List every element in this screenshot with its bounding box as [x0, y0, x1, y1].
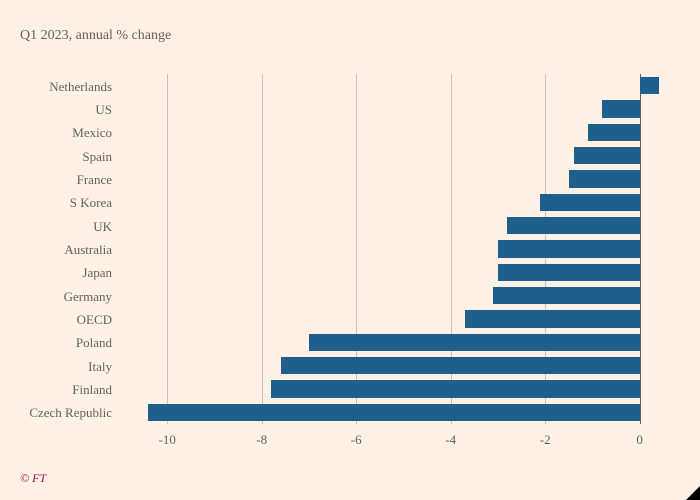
bar-row: [120, 357, 668, 375]
bar-row: [120, 240, 668, 258]
y-axis-label: US: [2, 103, 112, 116]
y-axis-label: S Korea: [2, 196, 112, 209]
bar-row: [120, 124, 668, 142]
y-axis-label: Spain: [2, 150, 112, 163]
y-axis-label: Poland: [2, 336, 112, 349]
y-axis-label: Finland: [2, 383, 112, 396]
bar: [281, 357, 640, 375]
bar-row: [120, 170, 668, 188]
bar-row: [120, 100, 668, 118]
bar-row: [120, 380, 668, 398]
bar-row: [120, 334, 668, 352]
bar: [569, 170, 640, 188]
y-axis-label: UK: [2, 220, 112, 233]
bar-row: [120, 77, 668, 95]
y-axis-label: Italy: [2, 360, 112, 373]
y-axis-label: Netherlands: [2, 80, 112, 93]
x-axis-label: -4: [445, 432, 456, 448]
x-axis-label: 0: [636, 432, 643, 448]
bar: [640, 77, 659, 95]
bar-row: [120, 310, 668, 328]
y-axis-label: Australia: [2, 243, 112, 256]
y-axis-label: Japan: [2, 266, 112, 279]
bar: [574, 147, 640, 165]
bar: [465, 310, 640, 328]
bar: [271, 380, 639, 398]
bar: [498, 264, 640, 282]
x-axis-label: -2: [540, 432, 551, 448]
chart-plot-area: [120, 74, 668, 424]
chart-credit: © FT: [20, 471, 46, 486]
bar: [309, 334, 640, 352]
bar-row: [120, 264, 668, 282]
y-axis-label: Czech Republic: [2, 406, 112, 419]
bar: [602, 100, 640, 118]
x-axis-label: -10: [159, 432, 176, 448]
chart-subtitle: Q1 2023, annual % change: [20, 28, 171, 44]
bar: [493, 287, 639, 305]
bar-row: [120, 404, 668, 422]
bar: [498, 240, 640, 258]
bar-row: [120, 194, 668, 212]
bar-row: [120, 217, 668, 235]
x-axis-label: -8: [256, 432, 267, 448]
y-axis-label: France: [2, 173, 112, 186]
y-axis-label: Mexico: [2, 126, 112, 139]
bar: [588, 124, 640, 142]
bar: [148, 404, 639, 422]
bar-row: [120, 147, 668, 165]
y-axis-label: OECD: [2, 313, 112, 326]
bar-row: [120, 287, 668, 305]
x-axis-label: -6: [351, 432, 362, 448]
y-axis-label: Germany: [2, 290, 112, 303]
corner-fold-icon: [686, 486, 700, 500]
bar: [507, 217, 639, 235]
bar: [540, 194, 639, 212]
